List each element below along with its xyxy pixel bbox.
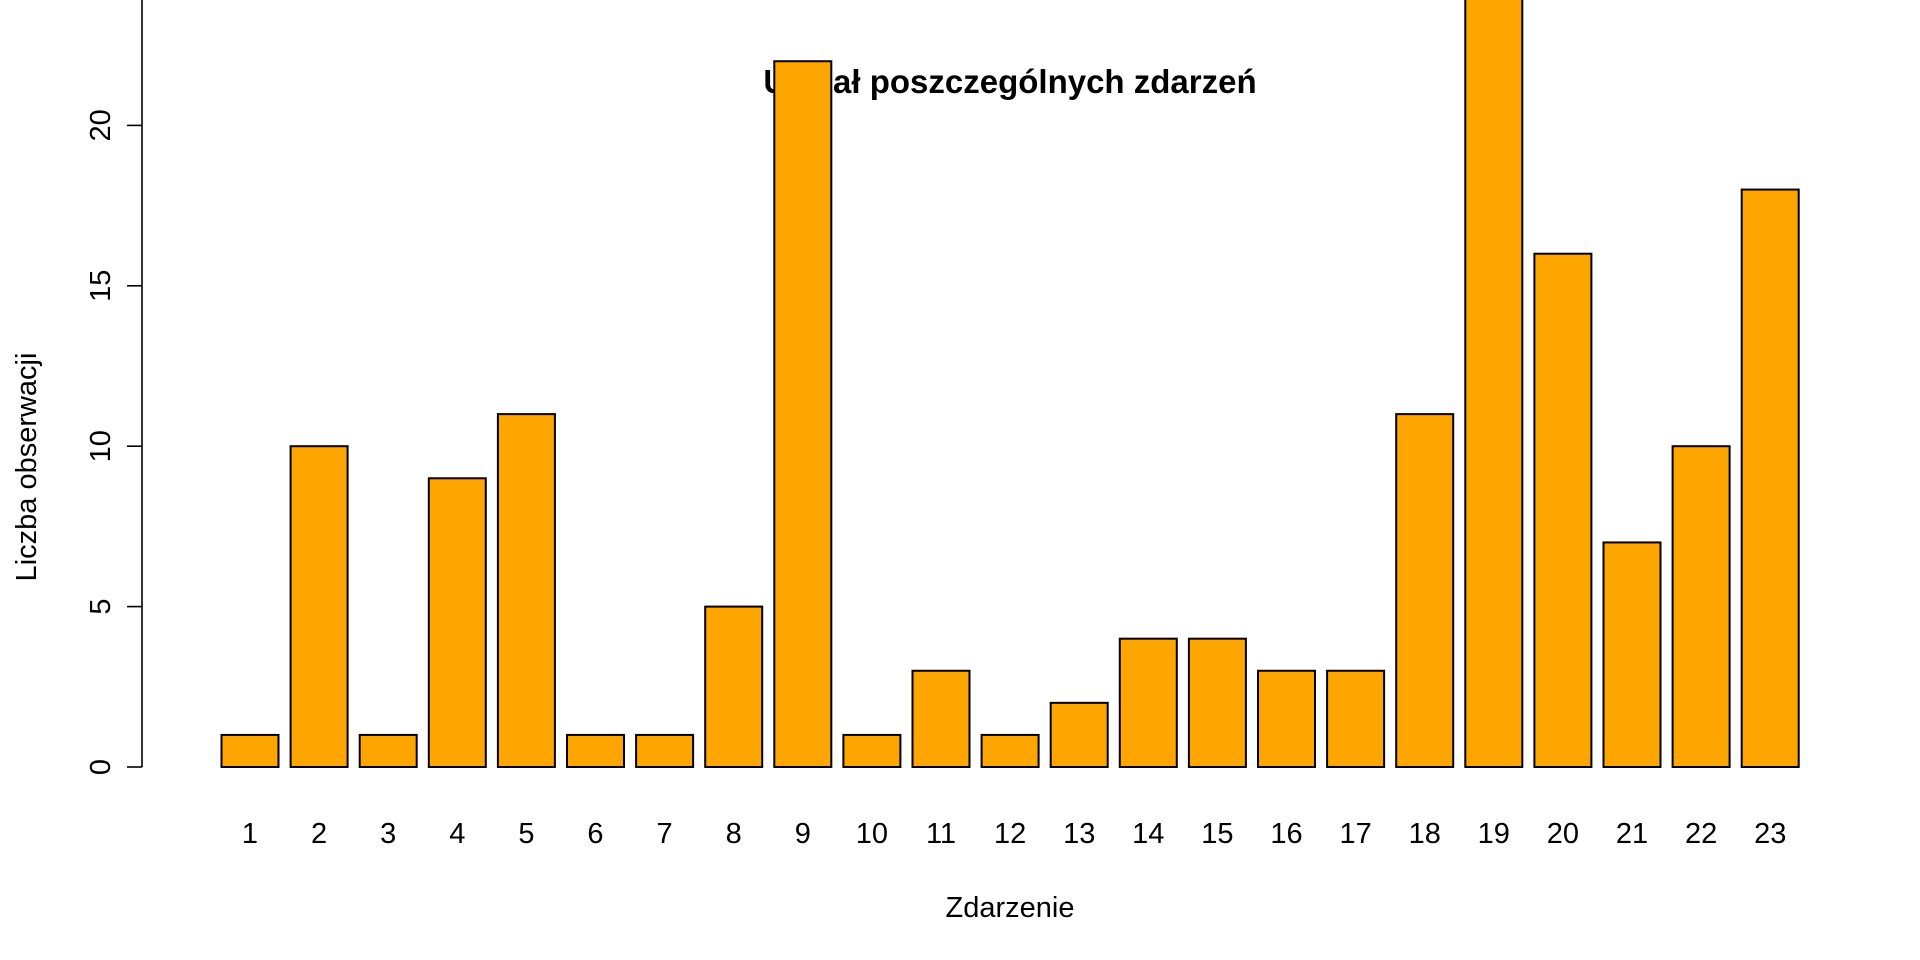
x-axis-label: Zdarzenie (946, 892, 1075, 924)
bar-20 (1533, 252, 1593, 769)
y-tick-label: 5 (85, 599, 117, 615)
x-tick-label: 6 (587, 818, 603, 850)
bar-10 (842, 733, 902, 768)
y-axis-label: Liczba obserwacji (11, 353, 43, 582)
x-tick-label: 16 (1270, 818, 1302, 850)
y-axis: 05101520253035 (85, 0, 143, 775)
x-tick-label: 4 (449, 818, 465, 850)
bar-21 (1602, 541, 1662, 768)
x-tick-label: 2 (311, 818, 327, 850)
x-tick-label: 11 (926, 818, 956, 850)
bar-16 (1257, 669, 1316, 769)
x-tick-label: 15 (1201, 818, 1233, 850)
bar-19 (1464, 0, 1524, 769)
bar-9 (773, 60, 833, 769)
bar-12 (980, 733, 1040, 768)
x-tick-label: 19 (1478, 818, 1510, 850)
x-tick-label: 17 (1339, 818, 1371, 850)
bar-17 (1326, 669, 1386, 769)
y-tick-label: 0 (85, 759, 117, 775)
bars-group (220, 0, 1800, 769)
x-tick-label: 13 (1063, 818, 1095, 850)
x-tick-label: 1 (242, 818, 258, 850)
y-tick-label: 10 (85, 430, 117, 462)
y-tick-label: 15 (85, 270, 117, 302)
bar-4 (427, 477, 487, 768)
x-tick-label: 20 (1547, 818, 1579, 850)
x-tick-label: 9 (795, 818, 811, 850)
x-tick-label: 10 (856, 818, 888, 850)
x-tick-label: 5 (518, 818, 534, 850)
bar-7 (635, 733, 695, 768)
bar-18 (1395, 413, 1455, 768)
chart-title: Udział poszczególnych zdarzeń (763, 63, 1256, 100)
x-tick-label: 14 (1132, 818, 1164, 850)
y-tick-label: 20 (85, 109, 117, 141)
x-tick-labels: 1 2 3 4 5 6 7 8 9 10 11 12 13 14 15 16 17 18 19 20 21 22 23 (242, 818, 1786, 850)
bar-14 (1118, 637, 1178, 768)
bar-5 (496, 413, 556, 768)
x-tick-label: 7 (657, 818, 673, 850)
bar-22 (1671, 445, 1731, 768)
bar-6 (566, 733, 625, 768)
bar-15 (1187, 637, 1247, 768)
bar-8 (704, 605, 764, 768)
x-tick-label: 12 (994, 818, 1026, 850)
x-tick-label: 18 (1409, 818, 1441, 850)
bar-3 (358, 733, 418, 768)
x-tick-label: 3 (380, 818, 396, 850)
bar-2 (289, 445, 349, 768)
x-tick-label: 8 (726, 818, 742, 850)
bar-1 (220, 733, 280, 768)
bar-13 (1049, 701, 1109, 769)
bar-23 (1740, 188, 1800, 768)
bar-11 (911, 669, 971, 769)
x-tick-label: 21 (1616, 818, 1648, 850)
x-tick-label: 23 (1754, 818, 1786, 850)
x-tick-label: 22 (1685, 818, 1717, 850)
